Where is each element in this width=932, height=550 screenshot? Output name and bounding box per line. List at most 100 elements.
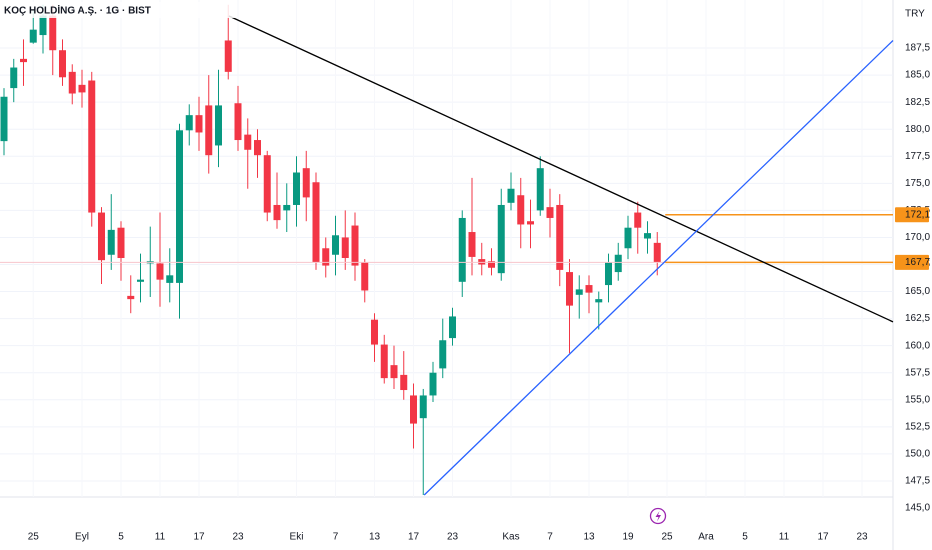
candle-body [634,212,642,228]
x-tick-label: Eki [290,532,304,543]
candle-body [449,316,456,339]
y-tick-label: 180,0 [905,124,930,135]
candle-body [497,204,505,274]
candle-body [614,254,622,273]
x-tick-label: 7 [547,532,553,543]
candle-body [185,115,193,131]
candle-body [302,168,310,198]
price-label: 172,1 [905,209,930,220]
candle-body [371,319,378,345]
candle-body [293,172,300,205]
x-tick-label: 13 [369,532,381,543]
candle-body [20,58,27,63]
candle-body [488,261,495,268]
x-tick-label: 13 [583,532,595,543]
candle-body [653,242,661,263]
candle-body [215,105,222,146]
candle-body [39,15,47,36]
x-tick-label: 17 [408,532,420,543]
candle-body [0,96,8,142]
candle-body [29,29,37,43]
candle-body [322,248,330,266]
y-tick-label: 147,5 [905,476,930,487]
x-tick-label: Ara [698,532,714,543]
y-tick-label: 187,5 [905,43,930,54]
candle-body [517,195,525,225]
candle-body [127,295,135,300]
candle-body [205,105,213,156]
candle-body [68,71,76,94]
candle-body [332,235,339,255]
candle-body [468,232,476,257]
x-tick-label: 23 [856,532,868,543]
x-tick-label: 17 [817,532,829,543]
x-tick-label: 5 [118,532,124,543]
x-tick-label: 25 [661,532,673,543]
y-tick-label: 160,0 [905,340,930,351]
y-tick-label: 175,0 [905,178,930,189]
trend-line [423,40,894,496]
candle-body [312,182,320,263]
candle-body [575,289,583,295]
candle-body [156,263,164,280]
y-tick-label: 182,5 [905,97,930,108]
candle-body [566,272,573,306]
y-tick-label: 170,0 [905,232,930,243]
x-tick-label: Eyl [75,532,89,543]
x-tick-label: 23 [232,532,244,543]
y-tick-label: 185,0 [905,70,930,81]
candle-body [98,212,105,261]
candle-body [605,262,612,286]
candle-body [351,225,359,266]
price-label-bg [895,207,929,223]
candle-body [556,204,564,270]
price-label-bg [895,254,929,270]
candle-body [439,340,447,369]
candle-body [176,130,183,283]
x-tick-label: 25 [28,532,40,543]
candle-body [400,374,408,391]
candle-body [59,50,66,78]
candle-body [107,229,115,255]
candle-body [195,115,203,133]
currency-label: TRY [905,9,925,20]
candle-body [117,227,125,259]
candle-body [507,188,515,203]
candle-body [10,67,18,89]
candle-body [49,15,57,51]
candle-body [585,285,593,293]
chart-title: KOÇ HOLDİNG A.Ş. · 1G · BIST [4,4,151,17]
y-tick-label: 177,5 [905,151,930,162]
candle-body [166,275,174,283]
y-tick-label: 155,0 [905,394,930,405]
candle-body [254,140,261,156]
candle-body [244,134,252,150]
x-tick-label: 19 [622,532,634,543]
y-tick-label: 145,0 [905,503,930,514]
y-tick-label: 162,5 [905,313,930,324]
candle-body [527,221,534,225]
candle-body [478,259,486,265]
candle-body [361,262,369,291]
candle-body [624,227,632,249]
x-tick-label: 5 [742,532,748,543]
candle-body [273,204,281,221]
candle-body [380,344,388,379]
candle-body [644,233,651,239]
y-tick-label: 165,0 [905,286,930,297]
candle-body [536,168,544,211]
x-tick-label: 17 [193,532,205,543]
event-bolt [655,511,661,522]
candle-body [88,80,96,213]
candle-body [429,372,437,396]
x-tick-label: 11 [155,532,166,543]
overlays: 172,1 167,7 [0,15,930,496]
candle-body [390,365,398,379]
candle-body [410,395,417,424]
x-tick-label: 23 [447,532,459,543]
candle-body [263,155,271,213]
candle-body [458,217,466,282]
